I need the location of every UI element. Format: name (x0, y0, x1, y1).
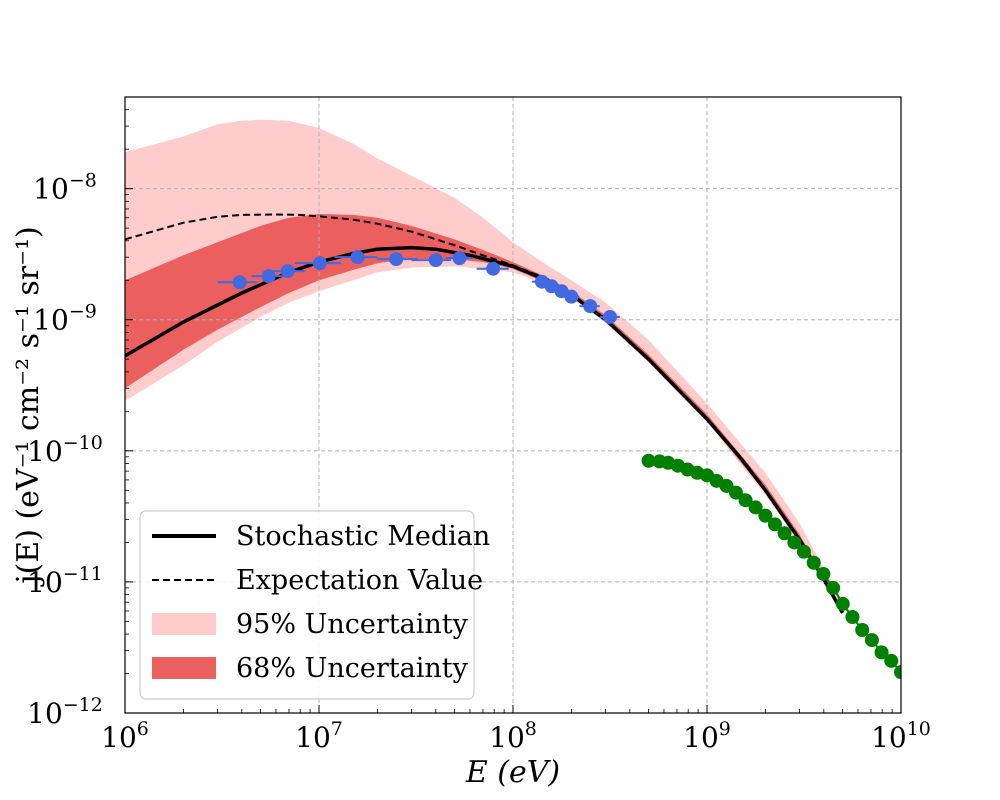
high-energy-point (816, 566, 831, 581)
low-energy-point (312, 256, 327, 271)
y-tick-label: 10−12 (27, 694, 103, 730)
y-tick-exponent: −11 (63, 563, 103, 585)
high-energy-point (777, 526, 792, 541)
high-energy-point (748, 500, 763, 515)
legend-box (139, 510, 475, 700)
legend-swatch-68 (152, 657, 216, 679)
high-energy-point (855, 622, 870, 637)
high-energy-point (796, 544, 811, 559)
high-energy-point (728, 485, 743, 500)
legend-label-68: 68% Uncertainty (236, 653, 469, 684)
high-energy-point (787, 535, 802, 550)
high-energy-point (758, 508, 773, 523)
low-energy-point (428, 253, 443, 268)
x-tick-exponent: 10 (907, 718, 931, 740)
high-energy-point (767, 517, 782, 532)
high-energy-point (874, 645, 889, 660)
x-tick-exponent: 6 (137, 718, 149, 740)
stochastic-median-line (125, 245, 845, 614)
high-energy-point (826, 580, 841, 595)
y-tick-exponent: −12 (63, 694, 103, 716)
high-energy-point (738, 493, 753, 508)
y-tick-exponent: −9 (69, 301, 97, 323)
low-energy-point (486, 261, 501, 276)
y-tick-exponent: −8 (69, 170, 97, 192)
low-energy-point (602, 309, 617, 324)
high-energy-point (641, 453, 656, 468)
y-axis-title: j(E) (eV⁻¹ cm⁻² s⁻¹ sr⁻¹) (11, 226, 46, 586)
x-tick-label: 109 (683, 718, 731, 754)
high-energy-point (864, 633, 879, 648)
legend: Stochastic Median Expectation Value 95% … (139, 510, 490, 700)
high-energy-point (884, 653, 899, 668)
low-energy-point (261, 269, 276, 284)
high-energy-point (845, 609, 860, 624)
low-energy-point (350, 250, 365, 265)
low-energy-point (389, 252, 404, 267)
high-energy-point (894, 665, 901, 680)
low-energy-point (280, 264, 295, 279)
y-tick-exponent: −10 (63, 432, 103, 454)
high-energy-point (835, 596, 850, 611)
legend-swatch-95 (152, 613, 216, 635)
legend-label-95: 95% Uncertainty (236, 609, 469, 640)
x-axis-title: E (eV) (465, 755, 560, 790)
x-tick-label: 106 (101, 718, 149, 754)
x-tick-exponent: 8 (525, 718, 537, 740)
band-68-uncertainty (125, 214, 843, 614)
legend-label-median: Stochastic Median (236, 521, 490, 552)
low-energy-point (232, 275, 247, 290)
low-energy-point (583, 299, 598, 314)
low-energy-point (564, 289, 579, 304)
low-energy-point (452, 251, 467, 266)
x-tick-exponent: 7 (331, 718, 343, 740)
high-energy-point (806, 555, 821, 570)
expectation-value-line (125, 213, 572, 294)
legend-label-expectation: Expectation Value (236, 565, 483, 596)
x-tick-exponent: 9 (719, 718, 731, 740)
